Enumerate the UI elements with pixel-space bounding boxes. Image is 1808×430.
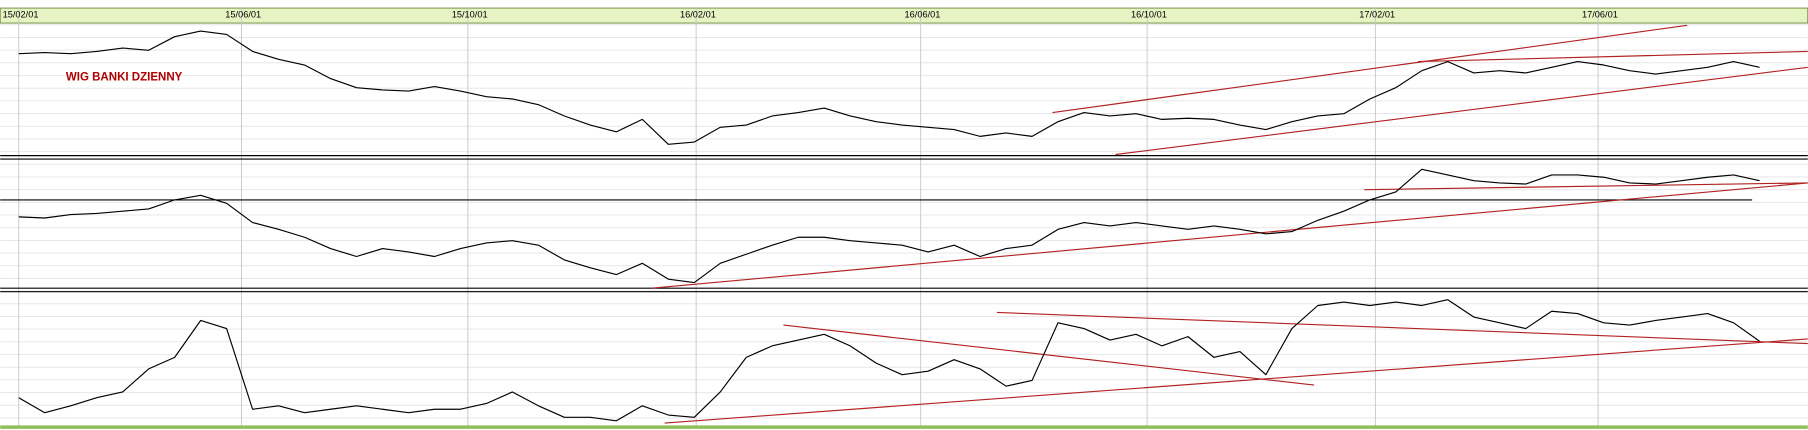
price-line — [18, 168, 1760, 284]
trend-line — [1364, 182, 1808, 191]
x-tick-label: 17/06/01 — [1582, 9, 1618, 19]
x-tick-label: 16/10/01 — [1131, 9, 1167, 19]
horizontal-grid — [0, 23, 1808, 427]
vertical-grid — [18, 8, 1599, 427]
x-tick-label: 16/06/01 — [905, 9, 941, 19]
x-tick-label: 15/06/01 — [225, 9, 261, 19]
trend-line — [1418, 50, 1808, 63]
chart-annotation: WIG BANKI DZIENNY — [66, 71, 183, 83]
trend-line — [664, 338, 1808, 424]
price-line — [18, 299, 1760, 422]
x-tick-label: 15/10/01 — [452, 9, 488, 19]
price-line — [18, 30, 1760, 145]
trend-line — [1052, 24, 1688, 114]
x-tick-label: 15/02/01 — [3, 9, 39, 19]
trend-line — [783, 324, 1315, 386]
trend-line — [996, 311, 1808, 345]
x-tick-label: 16/02/01 — [680, 9, 716, 19]
trend-line — [1115, 66, 1808, 156]
plots — [0, 24, 1808, 424]
trend-line — [651, 182, 1808, 289]
bottom-bar — [0, 425, 1808, 429]
x-tick-label: 17/02/01 — [1359, 9, 1395, 19]
